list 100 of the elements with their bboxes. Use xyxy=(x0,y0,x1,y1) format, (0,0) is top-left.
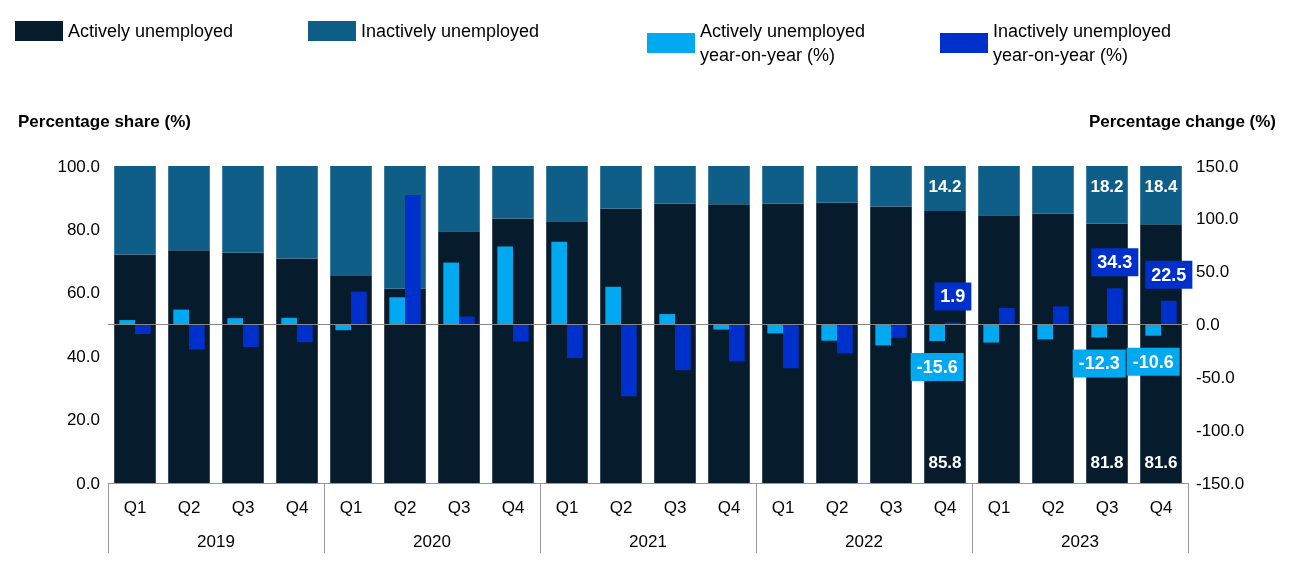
x-tick-label: Q4 xyxy=(933,498,957,517)
y2-axis-title: Percentage change (%) xyxy=(1088,112,1276,131)
data-label: 81.8 xyxy=(1090,453,1124,472)
bar xyxy=(243,324,259,348)
bar xyxy=(978,166,1020,216)
bar xyxy=(1037,324,1053,340)
bar xyxy=(222,252,264,483)
bar xyxy=(605,286,621,325)
legend-label: Actively unemployed year-on-year (%) xyxy=(700,21,871,65)
data-label: 18.2 xyxy=(1090,177,1124,196)
bar xyxy=(1032,166,1074,214)
bar xyxy=(222,166,264,253)
bar xyxy=(330,166,372,276)
x-tick-label: Q2 xyxy=(609,498,633,517)
x-tick-label: Q4 xyxy=(717,498,741,517)
x-tick-label: Q4 xyxy=(1149,498,1173,517)
bar xyxy=(551,241,567,325)
bar xyxy=(168,166,210,251)
bar xyxy=(924,166,966,212)
text: 2019 xyxy=(197,532,235,551)
data-label: -12.3 xyxy=(1078,353,1120,374)
x-tick-label: Q3 xyxy=(879,498,903,517)
bar xyxy=(492,166,534,219)
data-label: 85.8 xyxy=(928,453,962,472)
x-tick-label: Q2 xyxy=(825,498,849,517)
data-label: -10.6 xyxy=(1132,351,1174,372)
x-tick-label: Q4 xyxy=(285,498,309,517)
bar xyxy=(929,324,945,341)
x-tick-label: Q3 xyxy=(663,498,687,517)
bar xyxy=(114,166,156,255)
bar xyxy=(621,324,637,397)
bar xyxy=(438,166,480,232)
x-tick-label: Q3 xyxy=(447,498,471,517)
y-tick-label: 80.0 xyxy=(66,219,100,239)
bar xyxy=(1140,166,1182,225)
bar xyxy=(999,308,1015,325)
bar xyxy=(513,324,529,342)
bar xyxy=(1145,324,1161,336)
bar xyxy=(567,324,583,359)
bar xyxy=(1053,306,1069,325)
bar xyxy=(276,166,318,259)
y2-tick-label: -100.0 xyxy=(1196,420,1245,440)
data-label: 34.3 xyxy=(1097,252,1133,273)
x-tick-label: Q1 xyxy=(555,498,579,517)
bar xyxy=(546,166,588,222)
bar xyxy=(654,203,696,483)
bar xyxy=(821,324,837,341)
bar xyxy=(1032,213,1074,483)
x-tick-label: Q1 xyxy=(123,498,147,517)
bar xyxy=(816,166,858,203)
y2-tick-label: 0.0 xyxy=(1196,315,1220,334)
bar xyxy=(173,309,189,325)
bar xyxy=(654,166,696,204)
y-tick-label: 60.0 xyxy=(66,283,100,303)
y2-tick-label: 50.0 xyxy=(1196,262,1230,282)
bar xyxy=(389,297,405,325)
bar xyxy=(762,203,804,483)
bar xyxy=(1086,166,1128,224)
bar xyxy=(168,250,210,483)
bar xyxy=(870,166,912,207)
legend-label: Inactively unemployed xyxy=(361,21,540,41)
y-tick-label: 20.0 xyxy=(66,410,100,430)
bar xyxy=(708,204,750,483)
text: 2023 xyxy=(1061,532,1099,551)
y-tick-label: 100.0 xyxy=(57,156,100,176)
data-label: 14.2 xyxy=(928,177,962,196)
bar xyxy=(1107,288,1123,325)
bar xyxy=(659,314,675,325)
legend-label: Inactively unemployed year-on-year (%) xyxy=(993,21,1177,65)
bar xyxy=(351,291,367,325)
bar xyxy=(783,324,799,369)
bar xyxy=(1161,300,1177,325)
bar xyxy=(729,324,745,362)
bar xyxy=(875,324,891,346)
x-tick-label: Q3 xyxy=(231,498,255,517)
y-axis-title: Percentage share (%) xyxy=(18,112,191,131)
data-label: 1.9 xyxy=(940,286,966,307)
y2-tick-label: -50.0 xyxy=(1196,367,1235,387)
x-tick-label: Q2 xyxy=(1041,498,1065,517)
y2-tick-label: -150.0 xyxy=(1196,473,1245,493)
bar xyxy=(114,254,156,483)
x-tick-label: Q1 xyxy=(987,498,1011,517)
bar xyxy=(708,166,750,205)
y-tick-label: 40.0 xyxy=(66,346,100,366)
x-tick-label: Q4 xyxy=(501,498,525,517)
bar xyxy=(135,324,151,335)
bar xyxy=(1091,324,1107,338)
bar xyxy=(978,215,1020,483)
data-label: 18.4 xyxy=(1144,177,1179,196)
y2-tick-label: 150.0 xyxy=(1196,156,1239,176)
bar xyxy=(983,324,999,343)
data-label: 81.6 xyxy=(1144,453,1178,472)
bar xyxy=(870,206,912,483)
bar xyxy=(675,324,691,371)
x-tick-label: Q1 xyxy=(339,498,363,517)
y-tick-label: 0.0 xyxy=(76,473,100,493)
data-label: -15.6 xyxy=(916,356,958,377)
bar xyxy=(837,324,853,354)
y2-tick-label: 100.0 xyxy=(1196,209,1239,229)
text: 2021 xyxy=(629,532,667,551)
